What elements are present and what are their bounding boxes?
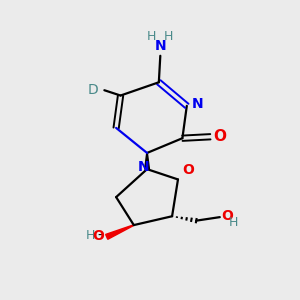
Text: -: - — [97, 229, 102, 243]
Text: O: O — [213, 129, 226, 144]
Text: O: O — [92, 229, 104, 243]
Text: D: D — [88, 83, 98, 97]
Text: H: H — [147, 30, 156, 44]
Text: N: N — [138, 160, 149, 174]
Polygon shape — [106, 225, 134, 239]
Polygon shape — [145, 153, 149, 169]
Text: H: H — [85, 230, 95, 242]
Text: H: H — [229, 216, 239, 229]
Text: O: O — [182, 163, 194, 177]
Text: N: N — [192, 98, 204, 111]
Text: N: N — [154, 39, 166, 53]
Text: O: O — [221, 209, 233, 223]
Text: H: H — [164, 30, 173, 44]
